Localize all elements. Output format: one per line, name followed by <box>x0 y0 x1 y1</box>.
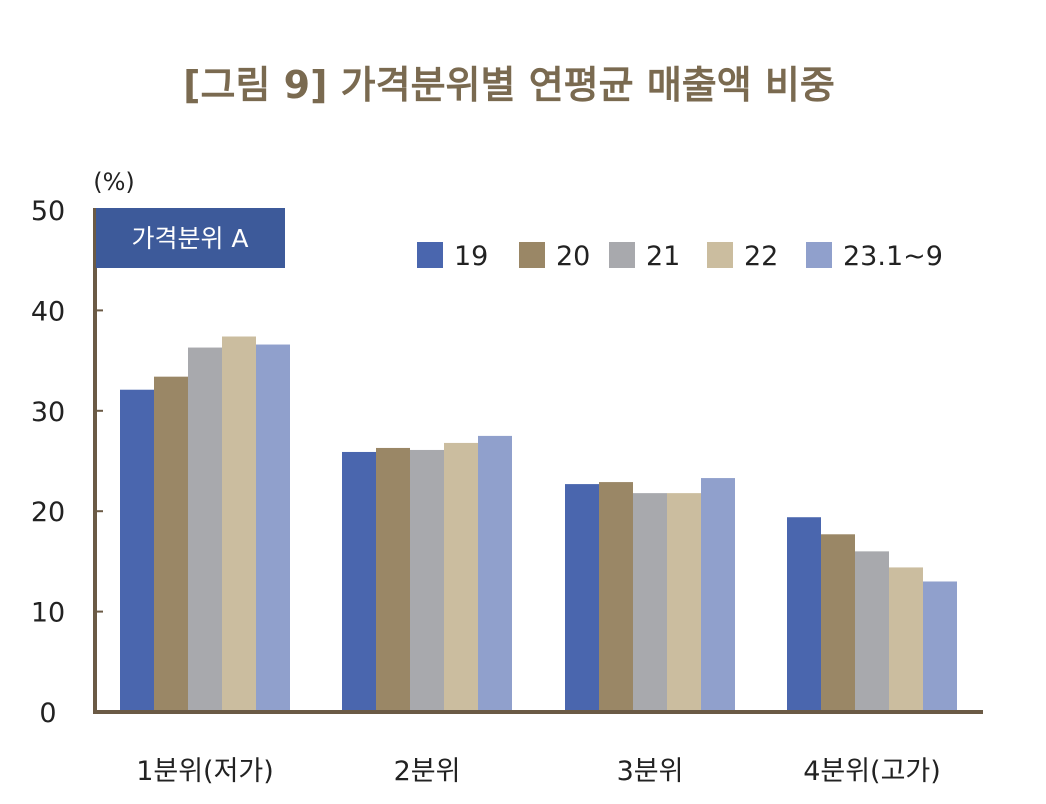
legend-label: 22 <box>744 241 778 272</box>
legend-label: 21 <box>646 241 680 272</box>
bars <box>120 336 957 712</box>
legend-swatch <box>806 242 832 268</box>
legend-label: 19 <box>454 241 488 272</box>
bar <box>342 451 376 712</box>
bar <box>923 581 957 712</box>
legend-swatch <box>707 242 733 268</box>
bar <box>256 344 290 712</box>
bar <box>667 493 701 712</box>
bar <box>599 482 633 712</box>
y-tick-label: 40 <box>31 296 65 327</box>
bar <box>701 478 735 712</box>
y-tick-label: 20 <box>31 497 65 528</box>
legend-label: 20 <box>556 241 590 272</box>
y-tick-labels: 0 10 20 30 40 50 <box>31 196 65 729</box>
bar <box>821 534 855 712</box>
bar <box>478 435 512 712</box>
bar <box>633 493 667 712</box>
legend-label: 23.1~9 <box>843 241 943 272</box>
axes <box>93 208 983 714</box>
x-category-label: 3분위 <box>617 756 684 787</box>
legend-swatch <box>417 242 443 268</box>
bar <box>565 484 599 712</box>
legend-swatch <box>519 242 545 268</box>
legend-swatch <box>609 242 635 268</box>
panel-label-box: 가격분위 A <box>96 208 285 268</box>
bar <box>188 347 222 712</box>
chart-title: [그림 9] 가격분위별 연평균 매출액 비중 <box>183 63 835 107</box>
x-category-label: 1분위(저가) <box>136 756 274 787</box>
bar <box>855 551 889 712</box>
y-unit-label: (%) <box>93 168 135 196</box>
bar <box>410 449 444 712</box>
x-category-labels: 1분위(저가) 2분위 3분위 4분위(고가) <box>136 756 941 787</box>
bar <box>120 389 154 712</box>
y-tick-label: 0 <box>39 698 56 729</box>
bar <box>222 336 256 712</box>
x-category-label: 4분위(고가) <box>803 756 941 787</box>
legend: 19 20 21 22 23.1~9 <box>417 241 943 272</box>
bar <box>154 376 188 712</box>
y-tick-label: 10 <box>31 598 65 629</box>
bar <box>787 517 821 712</box>
x-category-label: 2분위 <box>394 756 461 787</box>
bar <box>889 567 923 712</box>
y-tick-label: 30 <box>31 397 65 428</box>
bar <box>444 442 478 712</box>
panel-label: 가격분위 A <box>131 224 248 253</box>
y-tick-label: 50 <box>31 196 65 227</box>
bar <box>376 447 410 712</box>
